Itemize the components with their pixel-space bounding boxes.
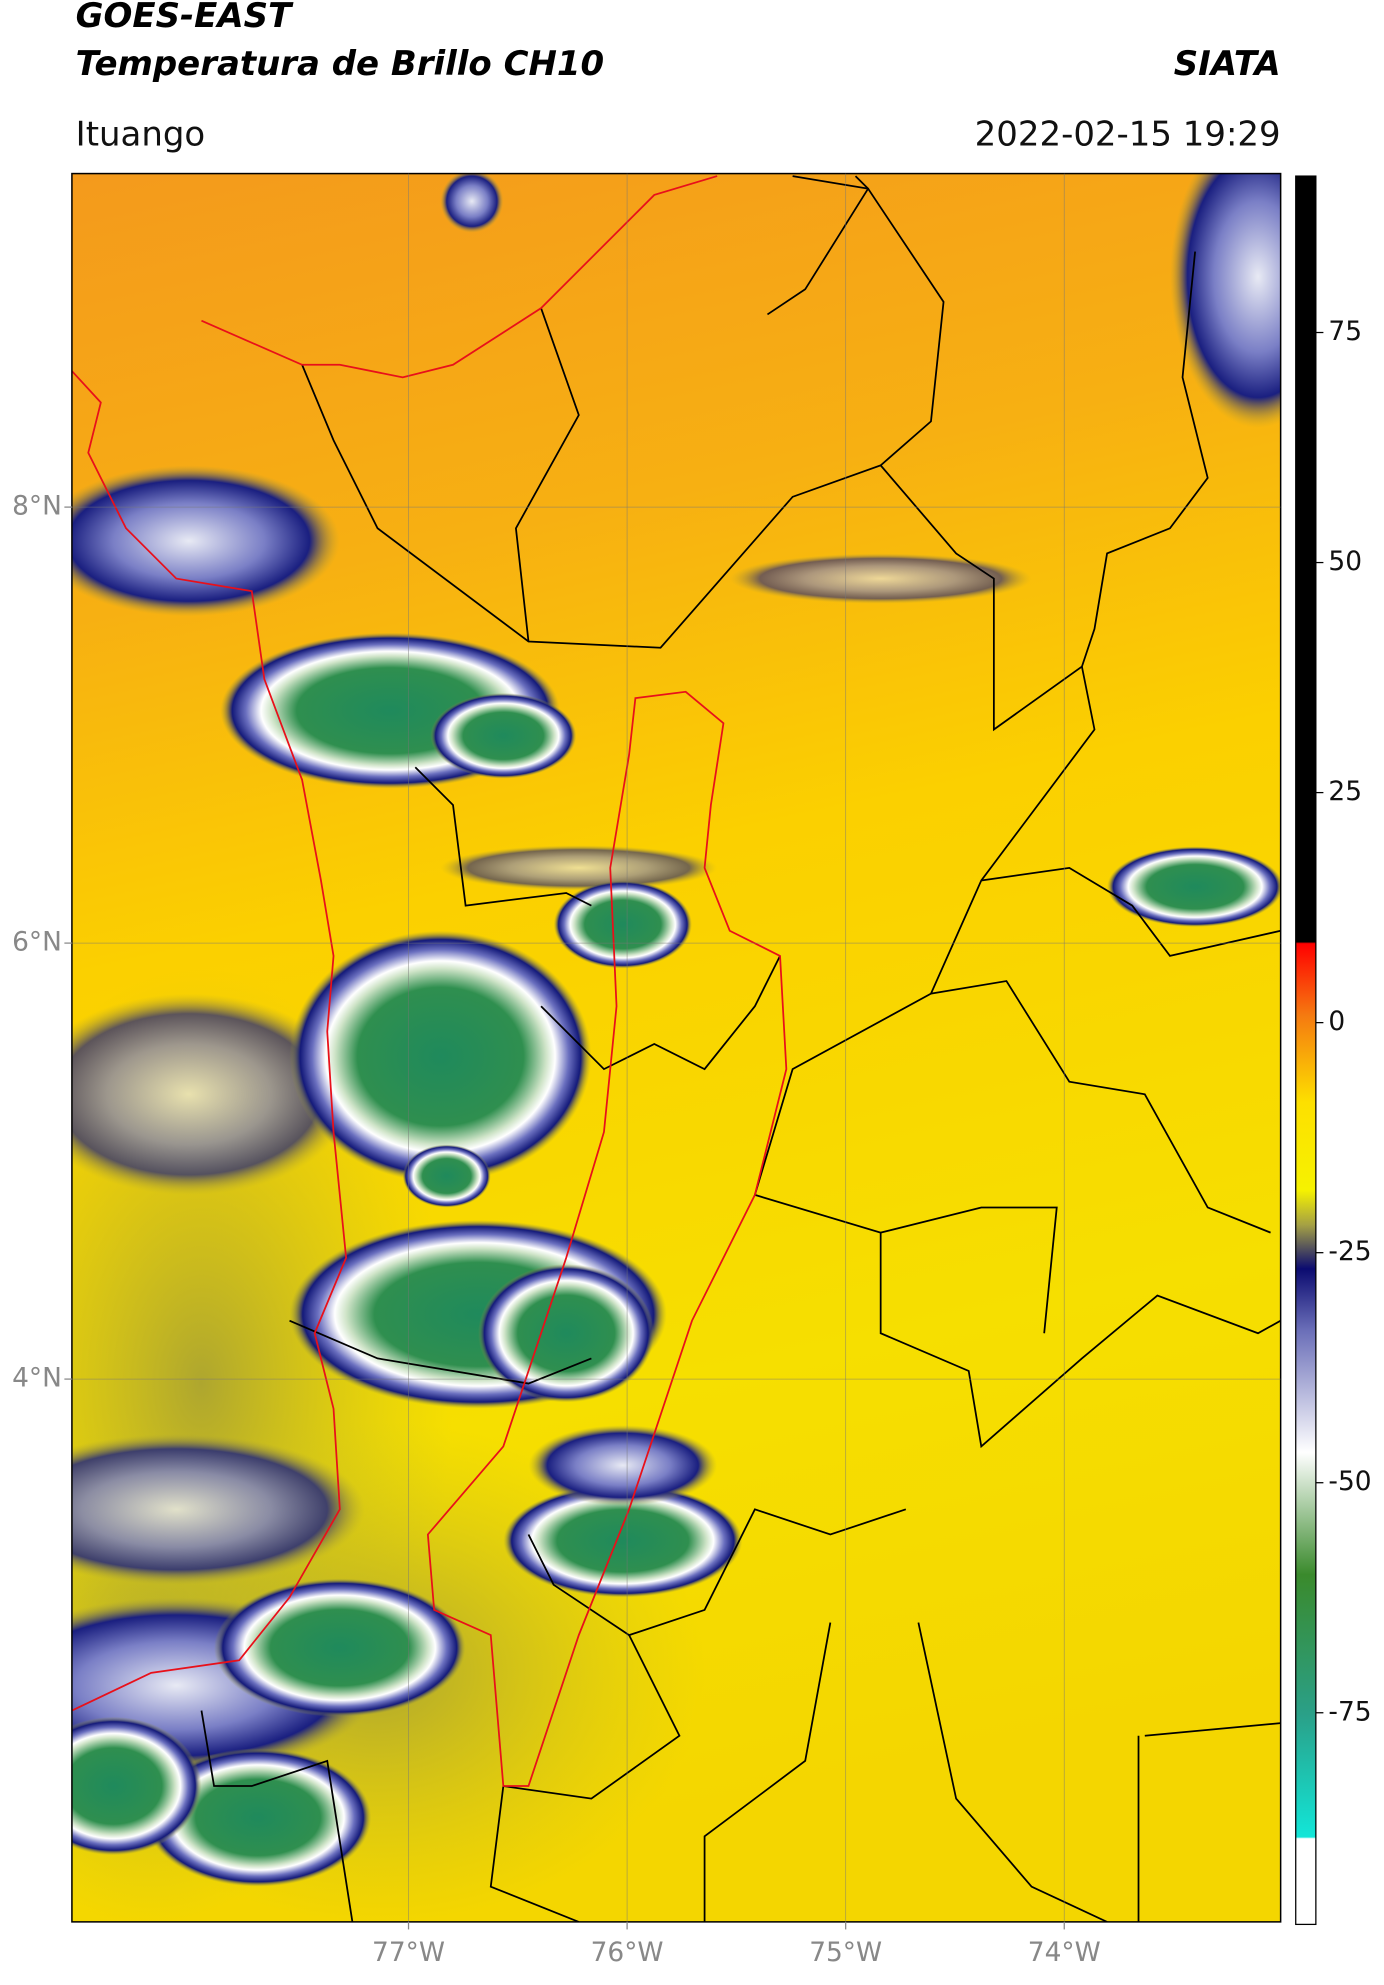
- map-frame: [71, 172, 1282, 1923]
- colorbar-tick-label: -25: [1328, 1236, 1371, 1267]
- ticks: 77°W 76°W 75°W 74°W 8°N 6°N 4°N -75 -50 -25 0 25 50 7…: [12, 173, 1372, 1968]
- map-image: [71, 173, 1281, 1922]
- datetime: 2022-02-15 19:29: [975, 114, 1281, 154]
- lon-tick-label: 76°W: [591, 1937, 664, 1968]
- lon-tick-label: 74°W: [1028, 1937, 1101, 1968]
- colorbar: [1295, 175, 1317, 1926]
- lat-tick-label: 4°N: [12, 1363, 62, 1394]
- colorbar-tick-label: -50: [1328, 1466, 1371, 1497]
- lon-tick-label: 75°W: [809, 1937, 882, 1968]
- subtitle: Temperatura de Brillo CH10: [76, 44, 604, 84]
- location: Ituango: [76, 114, 206, 154]
- lat-tick-label: 6°N: [12, 927, 62, 958]
- colorbar-tick-label: -75: [1328, 1696, 1371, 1727]
- lon-tick-label: 77°W: [372, 1937, 445, 1968]
- title: GOES-EAST: [76, 0, 294, 36]
- lat-tick-label: 8°N: [12, 491, 62, 522]
- colorbar-tick-label: 25: [1328, 776, 1362, 807]
- colorbar-tick-label: 75: [1328, 316, 1362, 347]
- colorbar-tick-label: 50: [1328, 546, 1362, 577]
- colorbar-tick-label: 0: [1328, 1006, 1345, 1037]
- source: SIATA: [1174, 44, 1281, 84]
